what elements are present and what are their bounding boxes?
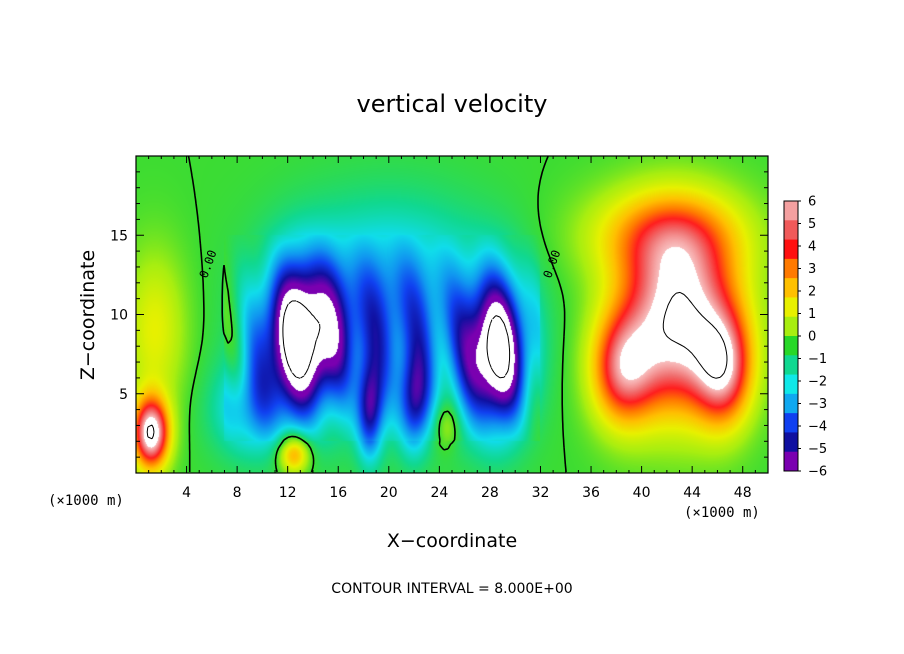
x-tick-label: 28 — [481, 485, 499, 501]
x-tick-label: 8 — [233, 485, 242, 501]
colorbar-tick-label: 0 — [808, 330, 816, 345]
contour-line — [146, 291, 728, 440]
colorbar-tick-label: 6 — [808, 195, 816, 210]
x-unit-left: (×1000 m) — [48, 493, 124, 509]
y-axis-ticks: 5 10 15 — [110, 171, 768, 458]
colorbar-swatch — [784, 432, 798, 453]
colorbar-tick-label: 3 — [808, 262, 816, 277]
x-tick-label: 44 — [683, 485, 701, 501]
colorbar-swatch — [784, 297, 798, 318]
colorbar-tick-label: 1 — [808, 307, 816, 322]
colorbar-tick-label: −3 — [808, 397, 827, 412]
colorbar-swatch — [784, 278, 798, 298]
colorbar-swatch — [784, 393, 798, 414]
colorbar-swatch — [784, 201, 798, 221]
colorbar-swatch — [784, 374, 798, 395]
x-tick-label: 40 — [633, 485, 651, 501]
x-tick-label: 48 — [734, 485, 752, 501]
contour-interval-note: CONTOUR INTERVAL = 8.000E+00 — [331, 581, 572, 597]
y-tick-label: 10 — [110, 308, 128, 324]
colorbar-tick-label: −1 — [808, 352, 827, 367]
x-tick-label: 36 — [582, 485, 600, 501]
colorbar-tick-label: 5 — [808, 217, 816, 232]
x-tick-label: 16 — [329, 485, 347, 501]
colorbar-tick-label: −2 — [808, 375, 827, 390]
x-tick-label: 24 — [430, 485, 448, 501]
heatmap-field — [136, 156, 768, 473]
colorbar-swatch — [784, 336, 798, 356]
y-tick-label: 15 — [110, 228, 128, 244]
x-axis-ticks: 4 8 12 16 20 24 28 32 36 40 44 48 — [148, 156, 756, 501]
colorbar-swatch — [784, 258, 798, 279]
colorbar-swatch — [784, 413, 798, 433]
colorbar-swatch — [784, 355, 798, 376]
colorbar-tick-label: 4 — [808, 240, 816, 255]
x-unit-right: (×1000 m) — [684, 505, 760, 521]
x-tick-label: 20 — [380, 485, 398, 501]
x-tick-label: 4 — [182, 485, 191, 501]
contour-line — [282, 300, 511, 379]
colorbar: 6 5 4 3 2 1 0 −1 −2 −3 −4 −5 −6 — [783, 195, 827, 480]
contour-line — [187, 156, 567, 473]
colorbar-tick-label: −4 — [808, 420, 827, 435]
colorbar-swatch — [784, 239, 798, 260]
x-tick-label: 12 — [279, 485, 297, 501]
chart-title: vertical velocity — [357, 90, 548, 118]
colorbar-swatch — [784, 316, 798, 337]
y-tick-label: 5 — [119, 387, 128, 403]
colorbar-swatch — [784, 220, 798, 241]
colorbar-swatch — [784, 451, 798, 472]
colorbar-tick-label: −5 — [808, 442, 827, 457]
colorbar-tick-label: 2 — [808, 285, 816, 300]
heatmap-field-container — [136, 156, 768, 473]
y-axis-label: Z−coordinate — [77, 250, 99, 380]
colorbar-tick-label: −6 — [808, 465, 827, 480]
x-tick-label: 32 — [532, 485, 550, 501]
x-axis-label: X−coordinate — [387, 530, 517, 552]
